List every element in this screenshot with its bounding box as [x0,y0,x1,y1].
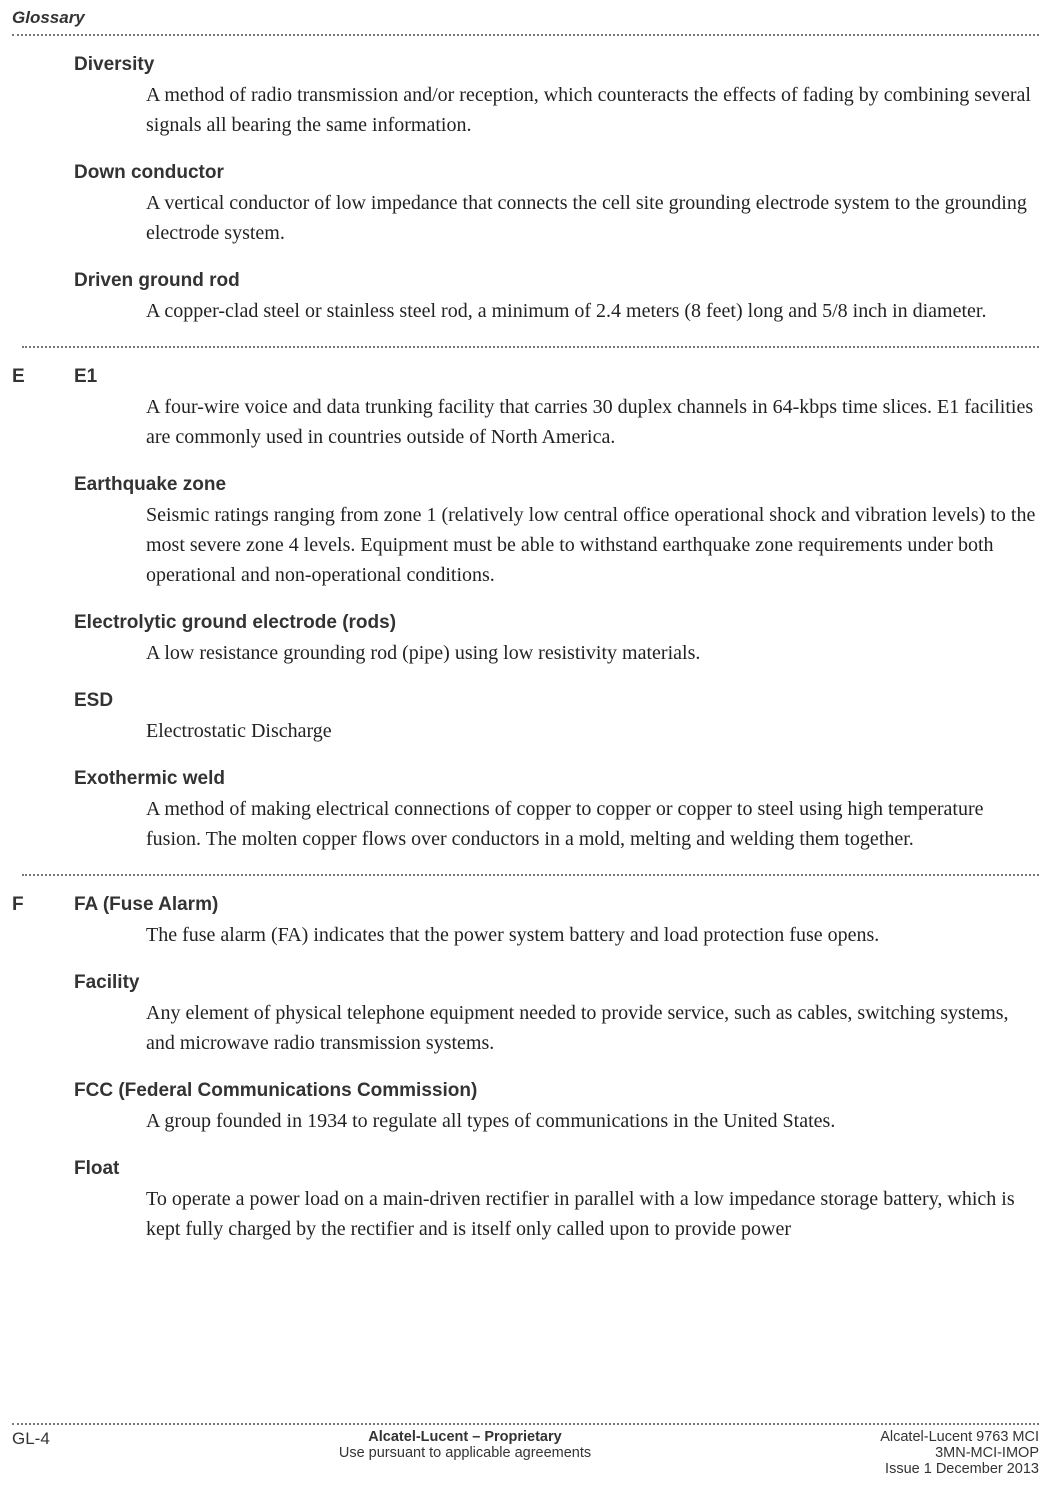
term-fa: FA (Fuse Alarm) [74,894,1039,916]
term-down-conductor: Down conductor [74,162,1039,184]
term-exothermic-weld: Exothermic weld [74,768,1039,790]
definition: Electrostatic Discharge [74,716,1039,746]
term-expansion: (Fuse Alarm) [103,894,218,915]
term-driven-ground-rod: Driven ground rod [74,270,1039,292]
term-fcc: FCC (Federal Communications Commission) [74,1080,1039,1102]
page-header: Glossary [0,0,1051,34]
term-float: Float [74,1158,1039,1180]
section-f: F FA (Fuse Alarm) The fuse alarm (FA) in… [12,876,1039,1264]
section-letter-f: F [12,894,24,916]
footer-issue: Issue 1 December 2013 [880,1461,1039,1477]
term-text: FA [74,894,98,915]
definition: A vertical conductor of low impedance th… [74,188,1039,248]
term-text: Electrolytic ground electrode [74,612,337,633]
definition: Seismic ratings ranging from zone 1 (rel… [74,500,1039,590]
definition: A four-wire voice and data trunking faci… [74,392,1039,452]
term-electrolytic-ground-electrode: Electrolytic ground electrode (rods) [74,612,1039,634]
footer-agreements: Use pursuant to applicable agreements [339,1445,591,1461]
definition: A group founded in 1934 to regulate all … [74,1106,1039,1136]
definition: A copper-clad steel or stainless steel r… [74,296,1039,326]
footer-proprietary: Alcatel-Lucent – Proprietary [339,1429,591,1445]
definition: Any element of physical telephone equipm… [74,998,1039,1058]
term-diversity: Diversity [74,54,1039,76]
section-letter-e: E [12,366,25,388]
definition: A method of radio transmission and/or re… [74,80,1039,140]
footer-right: Alcatel-Lucent 9763 MCI 3MN-MCI-IMOP Iss… [880,1429,1039,1477]
definition: A low resistance grounding rod (pipe) us… [74,638,1039,668]
definition: A method of making electrical connection… [74,794,1039,854]
term-text: FCC [74,1080,113,1101]
footer-docid: 3MN-MCI-IMOP [880,1445,1039,1461]
section-d-cont: Diversity A method of radio transmission… [12,36,1039,346]
term-esd: ESD [74,690,1039,712]
term-expansion: (rods) [342,612,396,633]
footer-center: Alcatel-Lucent – Proprietary Use pursuan… [339,1429,591,1461]
page-number: GL-4 [12,1429,50,1449]
term-earthquake-zone: Earthquake zone [74,474,1039,496]
section-e: E E1 A four-wire voice and data trunking… [12,348,1039,874]
definition: The fuse alarm (FA) indicates that the p… [74,920,1039,950]
term-facility: Facility [74,972,1039,994]
footer-product: Alcatel-Lucent 9763 MCI [880,1429,1039,1445]
page-footer: GL-4 Alcatel-Lucent – Proprietary Use pu… [0,1417,1051,1487]
term-e1: E1 [74,366,1039,388]
definition: To operate a power load on a main-driven… [74,1184,1039,1244]
term-expansion: (Federal Communications Commission) [118,1080,477,1101]
